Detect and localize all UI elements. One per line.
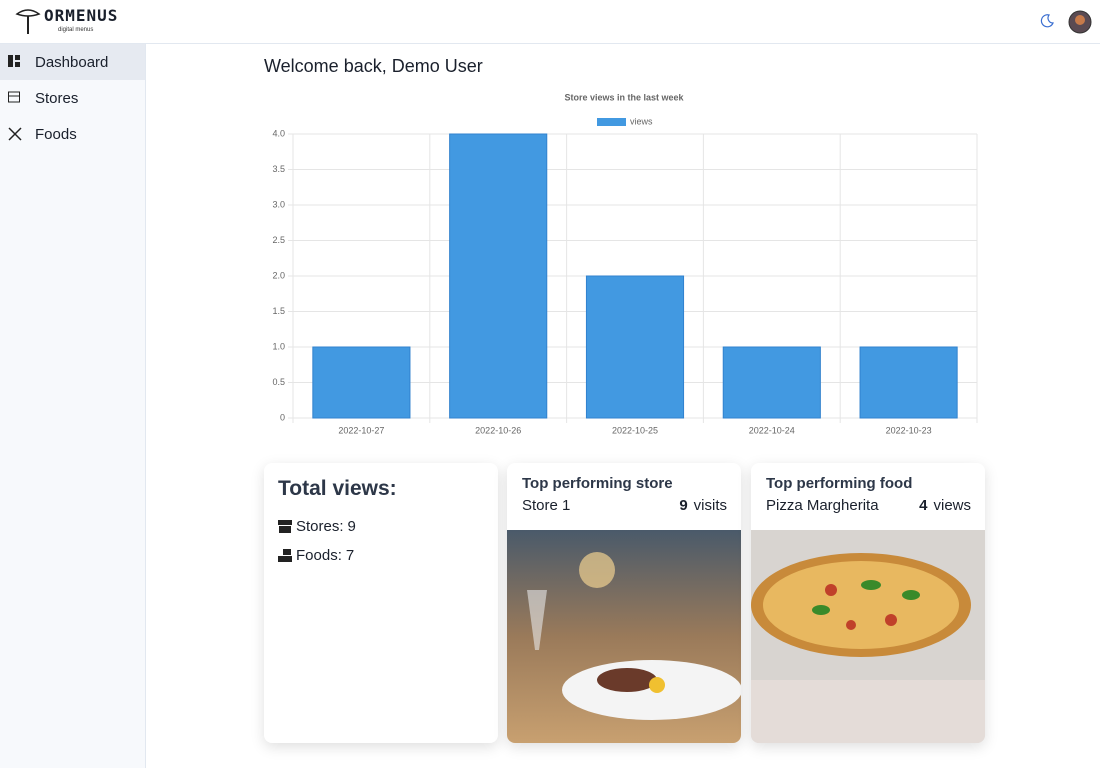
chart: Store views in the last week views 0 0.5 1… [272, 92, 978, 435]
card-title: Total views: [278, 477, 397, 500]
nav-item[interactable]: Dashboard [0, 44, 145, 80]
y-tick-label: 2.5 [272, 235, 285, 245]
stat-label: Stores: [296, 518, 344, 535]
bar [722, 346, 821, 419]
chart-title: Store views in the last week [564, 92, 684, 102]
theme-toggle[interactable] [1040, 14, 1054, 28]
y-tick-label: 3.0 [272, 199, 285, 209]
header: ORMENUS digital menus [0, 0, 1100, 44]
nav-label: Dashboard [35, 53, 109, 71]
stat: Stores: 9 [278, 518, 356, 535]
count-value: 9 [679, 497, 688, 514]
y-tick-label: 0 [280, 412, 285, 422]
y-tick-label: 4.0 [272, 128, 285, 138]
x-tick-label: 2022-10-23 [886, 425, 932, 435]
y-tick-label: 0.5 [272, 377, 285, 387]
food-card: Top performing food Pizza Margherita 4 vi… [751, 463, 985, 743]
total-card: Total views: Stores: 9 Foods: 7 [264, 463, 498, 743]
stat-label: Foods: [296, 547, 342, 564]
stat-value: 9 [347, 518, 356, 535]
nav-item[interactable]: Foods [0, 116, 145, 152]
food-image [751, 530, 985, 743]
x-tick-label: 2022-10-25 [612, 425, 658, 435]
bar [859, 346, 958, 419]
store-name: Store 1 [522, 497, 571, 514]
count-unit: views [933, 497, 971, 514]
tagline: digital menus [58, 27, 94, 33]
x-tick-label: 2022-10-24 [749, 425, 795, 435]
card-title: Top performing store [522, 475, 673, 492]
count: 4 views [919, 497, 971, 514]
x-tick-label: 2022-10-26 [475, 425, 521, 435]
bar [449, 133, 548, 419]
store-image [507, 530, 741, 743]
count: 9 visits [679, 497, 727, 514]
count-value: 4 [919, 497, 928, 514]
bar [312, 346, 411, 419]
sidebar: Dashboard Stores Foods [0, 44, 146, 768]
nav-item[interactable]: Stores [0, 80, 145, 116]
stat-value: 7 [345, 547, 355, 564]
food-name: Pizza Margherita [766, 497, 879, 514]
bar [585, 275, 685, 419]
y-tick-label: 1.0 [272, 341, 285, 351]
nav-label: Foods [35, 125, 77, 143]
x-tick-label: 2022-10-27 [338, 425, 384, 435]
nav-label: Stores [35, 89, 79, 107]
card-title: Top performing food [766, 475, 913, 492]
stat: Foods: 7 [278, 547, 354, 564]
store-card: Top performing store Store 1 9 visits [507, 463, 741, 743]
logo-icon [15, 9, 41, 34]
legend-label: views [630, 116, 653, 126]
logo: ORMENUS [44, 6, 119, 25]
legend-swatch [597, 118, 626, 126]
y-tick-label: 1.5 [272, 306, 285, 316]
welcome: Welcome back, Demo User [264, 56, 483, 76]
y-tick-label: 2.0 [272, 270, 285, 280]
avatar[interactable] [1068, 10, 1092, 34]
y-tick-label: 3.5 [272, 164, 285, 174]
count-unit: visits [693, 497, 727, 514]
